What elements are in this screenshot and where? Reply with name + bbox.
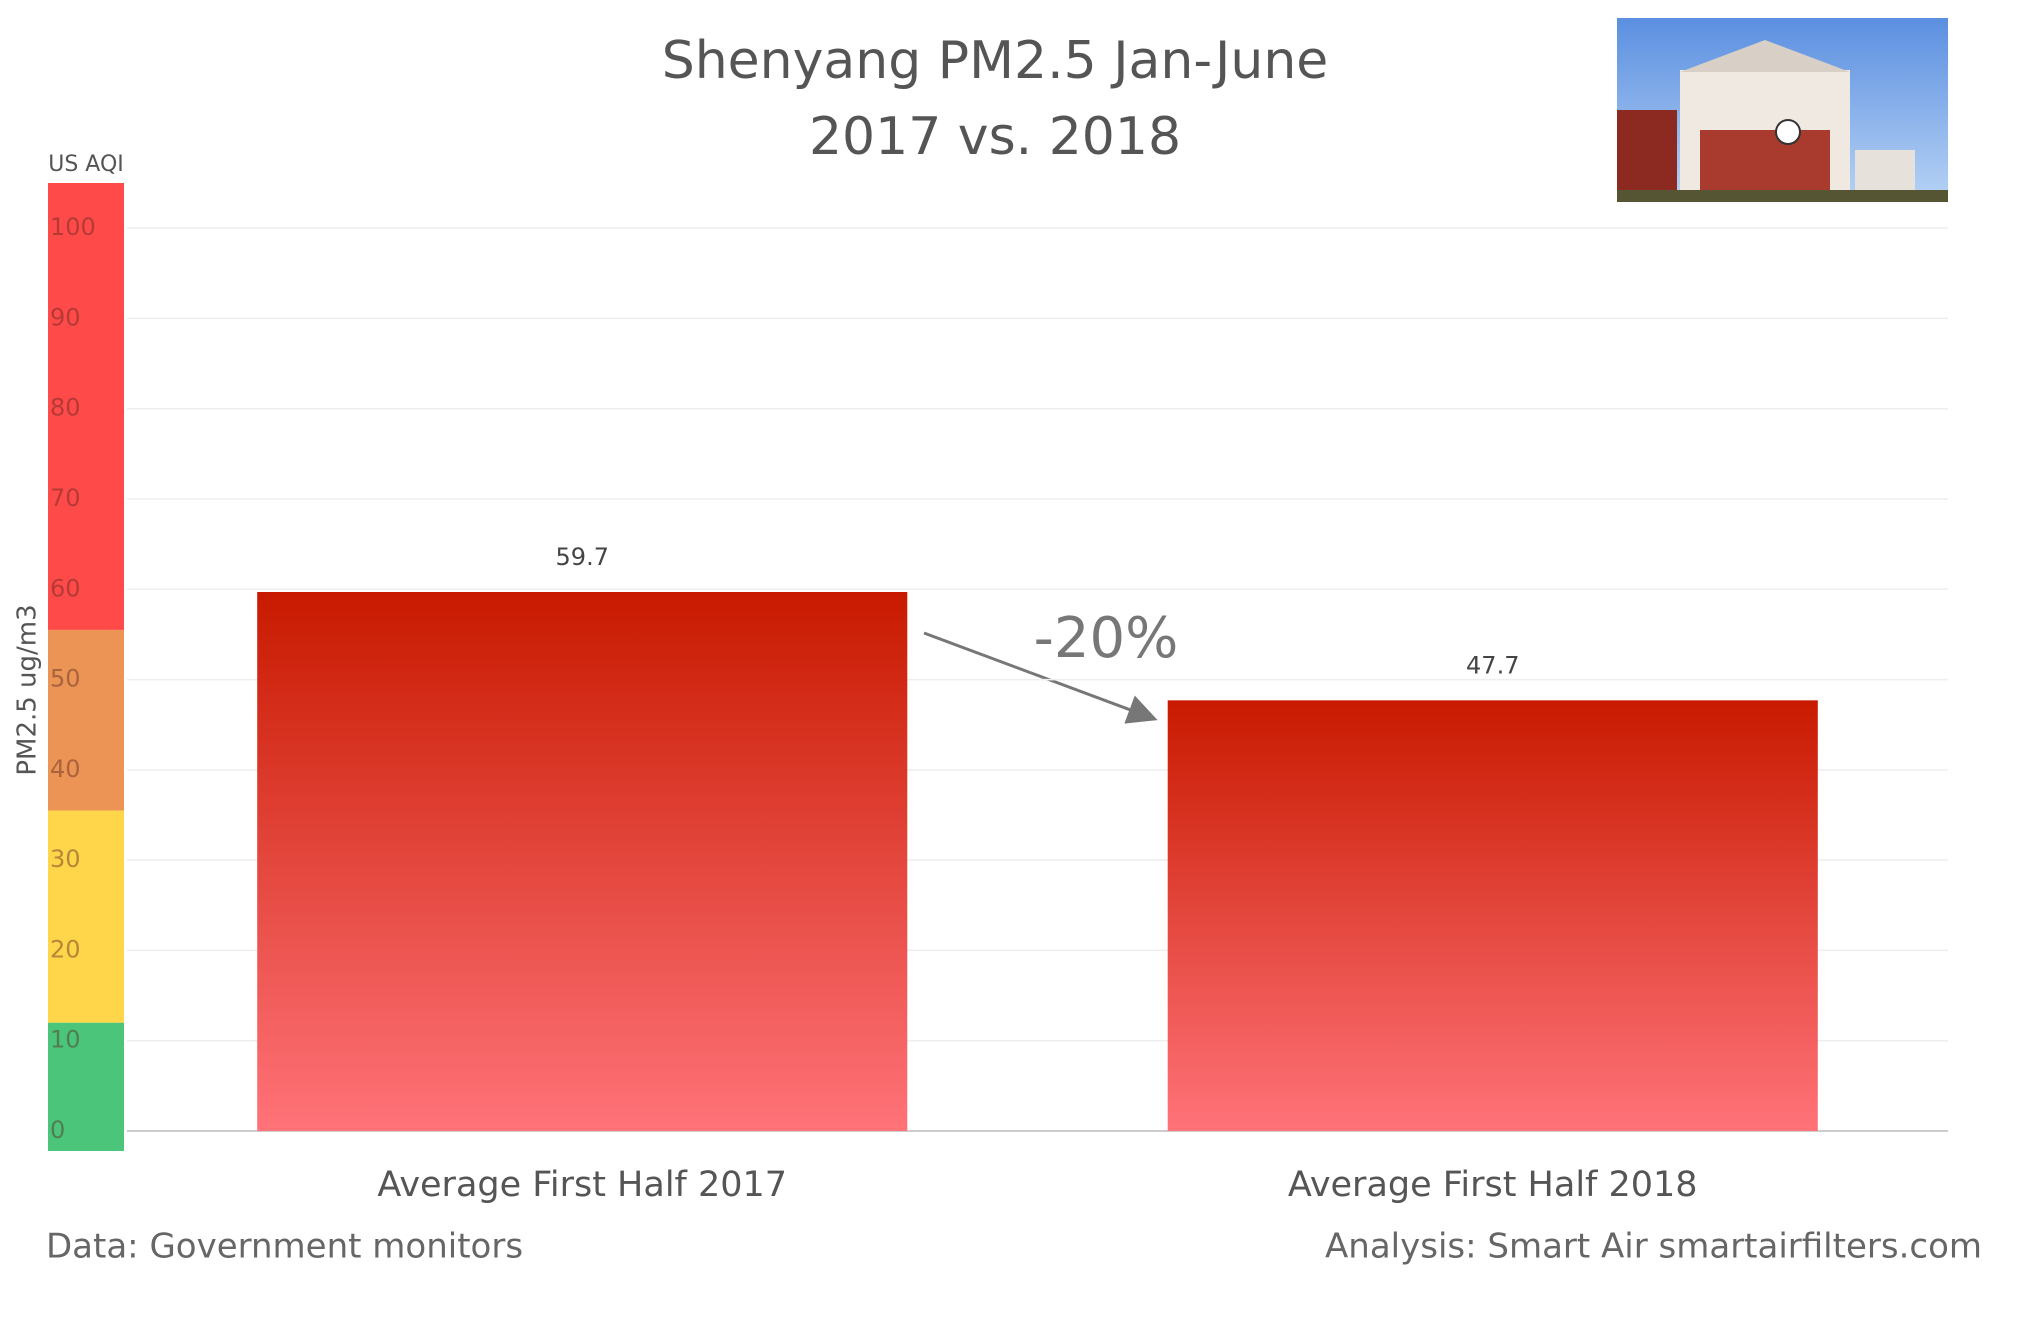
y-tick-label: 10 <box>50 1026 81 1054</box>
y-tick-label: 0 <box>50 1116 65 1144</box>
y-tick-label: 100 <box>50 213 96 241</box>
y-tick-label: 40 <box>50 755 81 783</box>
chart-title: Shenyang PM2.5 Jan-June <box>662 31 1329 91</box>
y-tick-label: 70 <box>50 484 81 512</box>
value-label: 59.7 <box>556 543 609 571</box>
aqi-label: US AQI <box>48 152 124 177</box>
source-left: Data: Government monitors <box>46 1227 523 1267</box>
x-tick-label: Average First Half 2018 <box>1288 1165 1698 1205</box>
y-tick-label: 60 <box>50 574 81 602</box>
value-label: 47.7 <box>1466 651 1519 679</box>
aqi-band <box>48 810 124 1023</box>
annotation: -20% <box>1034 606 1179 671</box>
aqi-band <box>48 629 124 811</box>
aqi-band <box>48 183 124 630</box>
photo <box>1617 18 1948 202</box>
y-axis-label: PM2.5 ug/m3 <box>13 604 43 775</box>
bar <box>1167 700 1818 1131</box>
arrow <box>923 631 1158 724</box>
aqi-band <box>48 1022 124 1151</box>
bar <box>257 591 908 1131</box>
chart-subtitle: 2017 vs. 2018 <box>809 107 1181 167</box>
source-right: Analysis: Smart Air smartairfilters.com <box>1325 1227 1982 1267</box>
y-tick-label: 20 <box>50 935 81 963</box>
y-tick-label: 80 <box>50 394 81 422</box>
y-tick-label: 50 <box>50 665 81 693</box>
y-tick-label: 30 <box>50 845 81 873</box>
y-tick-label: 90 <box>50 303 81 331</box>
x-tick-label: Average First Half 2017 <box>377 1165 787 1205</box>
